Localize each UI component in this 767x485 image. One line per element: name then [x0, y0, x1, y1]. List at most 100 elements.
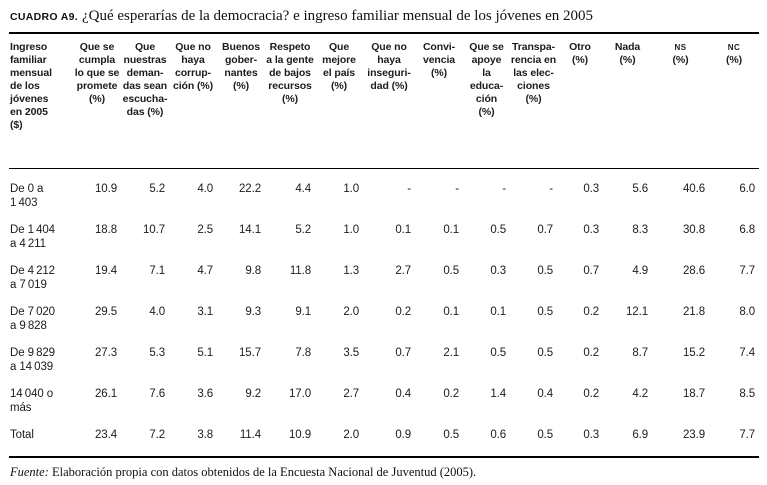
cell: 14.1 — [239, 224, 261, 236]
cell: 5.2 — [295, 224, 311, 236]
table-row: De 0 a 1 403 10.9 5.2 4.0 22.2 4.4 1.0 - - - - 0.3 5… — [9, 169, 759, 211]
row-label: De 4 212 a 7 019 — [10, 265, 55, 291]
col-header: NC (%) — [709, 34, 759, 169]
cell: 0.5 — [490, 347, 506, 359]
cell: 4.2 — [632, 388, 648, 400]
cell: 0.1 — [395, 224, 411, 236]
cell: 7.4 — [739, 347, 755, 359]
col-header-abbr: NC — [727, 43, 741, 52]
cell: 0.4 — [395, 388, 411, 400]
cell: 6.0 — [739, 183, 755, 195]
cell: 7.6 — [149, 388, 165, 400]
cell: 0.5 — [443, 265, 459, 277]
cell: 2.7 — [395, 265, 411, 277]
cell: 9.3 — [245, 306, 261, 318]
cell: 10.9 — [95, 183, 117, 195]
cell: 7.8 — [295, 347, 311, 359]
cell: 11.4 — [239, 429, 261, 441]
cell: 0.2 — [583, 388, 599, 400]
cell: 0.5 — [537, 306, 553, 318]
cell: 11.8 — [289, 265, 311, 277]
row-label: De 1 404 a 4 211 — [10, 224, 55, 250]
col-header: Otro (%) — [557, 34, 603, 169]
source-text: Elaboración propia con datos obtenidos d… — [48, 465, 477, 479]
table-row: 14 040 o más 26.1 7.6 3.6 9.2 17.0 2.7 0.4 0.2 1.… — [9, 374, 759, 415]
cell: 0.3 — [583, 224, 599, 236]
cell: 2.7 — [343, 388, 359, 400]
cell: 22.2 — [239, 183, 261, 195]
col-header: Que se cumpla lo que se promete (%) — [73, 34, 121, 169]
cell: 8.0 — [739, 306, 755, 318]
cell: 0.6 — [490, 429, 506, 441]
table-number: CUADRO A9. — [10, 11, 78, 23]
cell: 8.7 — [632, 347, 648, 359]
cell: 10.7 — [143, 224, 165, 236]
cell: 6.9 — [632, 429, 648, 441]
cell: 19.4 — [95, 265, 117, 277]
col-header: Que no haya inseguri- dad (%) — [363, 34, 415, 169]
cell: 5.3 — [149, 347, 165, 359]
cell: 12.1 — [626, 306, 648, 318]
cell: 0.2 — [443, 388, 459, 400]
cell: 17.0 — [289, 388, 311, 400]
cell: 27.3 — [95, 347, 117, 359]
row-label: De 7 020 a 9 828 — [10, 306, 55, 332]
cell: 9.2 — [245, 388, 261, 400]
cell: 0.2 — [395, 306, 411, 318]
table-body: De 0 a 1 403 10.9 5.2 4.0 22.2 4.4 1.0 - - - - 0.3 5… — [9, 169, 759, 458]
table-row: De 9 829 a 14 039 27.3 5.3 5.1 15.7 7.8 3.5 0.7… — [9, 333, 759, 374]
cell: 4.0 — [149, 306, 165, 318]
source-label: Fuente: — [10, 465, 49, 479]
cell: 3.6 — [197, 388, 213, 400]
row-label: De 0 a 1 403 — [10, 183, 44, 209]
cell: 23.4 — [95, 429, 117, 441]
cell: 0.2 — [583, 347, 599, 359]
cell: 0.3 — [583, 429, 599, 441]
cell: 1.4 — [490, 388, 506, 400]
cell: 9.8 — [245, 265, 261, 277]
cell: 9.1 — [295, 306, 311, 318]
table-title: CUADRO A9. ¿Qué esperarías de la democrac… — [9, 5, 759, 34]
cell: 30.8 — [683, 224, 705, 236]
cell: 2.1 — [443, 347, 459, 359]
cell: 7.1 — [149, 265, 165, 277]
col-header: Que no haya corrup- ción (%) — [169, 34, 217, 169]
cell: 10.9 — [289, 429, 311, 441]
cell: 0.2 — [583, 306, 599, 318]
cell: 0.9 — [395, 429, 411, 441]
cell: 5.6 — [632, 183, 648, 195]
col-header: Buenos gober- nantes (%) — [217, 34, 265, 169]
cell: 5.2 — [149, 183, 165, 195]
cell: 8.5 — [739, 388, 755, 400]
cell: 6.8 — [739, 224, 755, 236]
cell: 8.3 — [632, 224, 648, 236]
cell: 28.6 — [683, 265, 705, 277]
cell: 0.1 — [443, 306, 459, 318]
cell: 4.9 — [632, 265, 648, 277]
cell: 0.5 — [537, 429, 553, 441]
cell: 0.5 — [537, 347, 553, 359]
col-header: Nada (%) — [603, 34, 652, 169]
table-row: De 7 020 a 9 828 29.5 4.0 3.1 9.3 9.1 2.0 0.2 0.… — [9, 292, 759, 333]
cell: 26.1 — [95, 388, 117, 400]
cell: 0.7 — [537, 224, 553, 236]
cell: 0.5 — [537, 265, 553, 277]
row-label: De 9 829 a 14 039 — [10, 347, 55, 373]
cell: 0.5 — [443, 429, 459, 441]
cell: 1.0 — [343, 183, 359, 195]
row-label: Total — [10, 429, 34, 441]
cell: 0.1 — [443, 224, 459, 236]
cell: 5.1 — [197, 347, 213, 359]
table-header: Ingreso familiar mensual de los jóvenes … — [9, 34, 759, 169]
col-header-ingreso: Ingreso familiar mensual de los jóvenes … — [9, 34, 73, 169]
cell: 7.7 — [739, 429, 755, 441]
cell: 4.4 — [295, 183, 311, 195]
cell: 15.2 — [683, 347, 705, 359]
col-header: Que mejore el país (%) — [315, 34, 363, 169]
cell: 7.2 — [149, 429, 165, 441]
cell: 4.0 — [197, 183, 213, 195]
cell: - — [549, 183, 553, 195]
col-header: Transpa- rencia en las elec- ciones (%) — [510, 34, 557, 169]
source-note: Fuente: Elaboración propia con datos obt… — [9, 458, 759, 480]
